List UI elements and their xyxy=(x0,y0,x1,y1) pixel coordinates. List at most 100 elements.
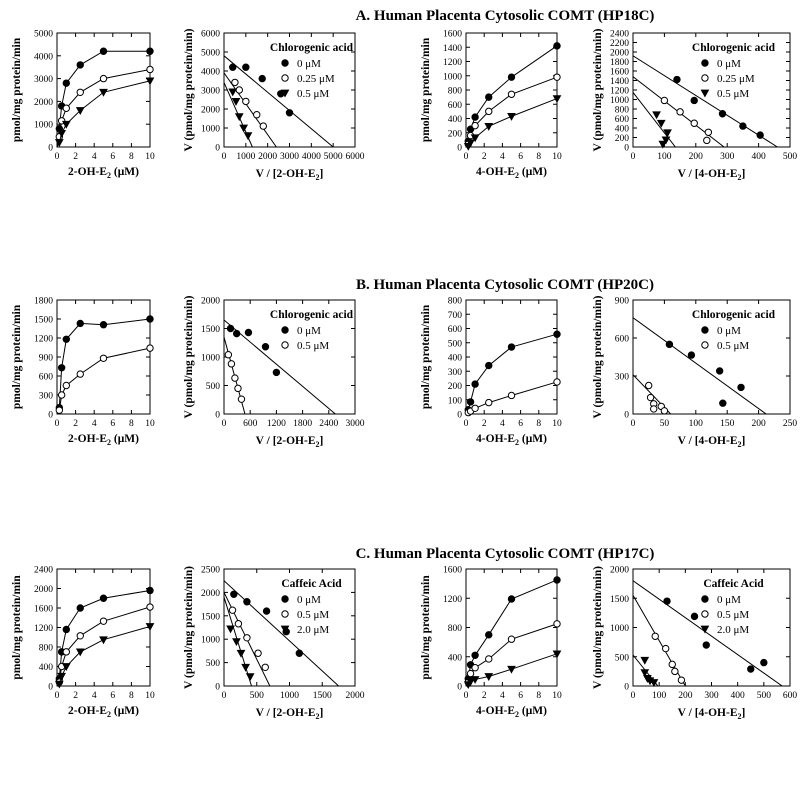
data-point xyxy=(232,329,241,338)
data-point xyxy=(485,655,493,663)
y-tick-label: 1500 xyxy=(201,325,220,335)
y-tick-label: 900 xyxy=(615,297,630,307)
data-point xyxy=(75,648,85,657)
data-point xyxy=(99,354,108,362)
legend-label: 0.5 μM xyxy=(297,88,329,100)
data-point xyxy=(640,656,650,665)
y-tick-label: 3000 xyxy=(201,87,220,97)
data-point xyxy=(146,344,154,352)
data-point xyxy=(145,77,155,86)
data-point xyxy=(224,351,233,359)
x-tick-label: 2 xyxy=(482,419,487,429)
data-point xyxy=(76,61,84,69)
chart-A3: 0 2 4 6 8 10 0 200 400 600 800 1000 1200 1400 1600 4-OH… xyxy=(420,30,562,181)
legend-title: Chlorogenic acid xyxy=(692,309,776,321)
data-point xyxy=(61,120,71,129)
y-tick-label: 0 xyxy=(624,144,629,154)
legend-label: 0 μM xyxy=(297,325,321,337)
legend-marker xyxy=(701,595,709,603)
x-tick-label: 200 xyxy=(689,152,704,162)
fit-line xyxy=(633,317,767,414)
y-tick-label: 1200 xyxy=(443,58,462,68)
x-tick-label: 6 xyxy=(110,419,115,429)
data-point xyxy=(75,107,85,116)
y-tick-label: 800 xyxy=(448,297,463,307)
data-point xyxy=(553,620,561,628)
legend-label: 0.5 μM xyxy=(297,609,329,621)
y-tick-label: 400 xyxy=(448,354,463,364)
legend-label: 0.25 μM xyxy=(297,73,335,85)
legend-label: 0 μM xyxy=(717,594,741,606)
data-point xyxy=(76,604,84,612)
y-axis-label: V (pmol/mg protein/min) xyxy=(592,295,604,418)
fit-line xyxy=(633,580,783,686)
legend-label: 0 μM xyxy=(717,58,741,70)
data-point xyxy=(660,96,669,105)
y-tick-label: 1200 xyxy=(610,87,629,97)
legend-marker xyxy=(701,326,709,334)
x-tick-label: 0 xyxy=(631,419,636,429)
x-tick-label: 6 xyxy=(110,152,115,162)
y-tick-label: 3000 xyxy=(34,75,53,85)
y-tick-label: 700 xyxy=(448,311,463,321)
legend-label: 0.25 μM xyxy=(717,73,755,85)
y-tick-label: 2000 xyxy=(34,98,53,108)
x-tick-label: 4000 xyxy=(302,152,321,162)
x-tick-label: 4 xyxy=(92,152,97,162)
y-tick-label: 800 xyxy=(615,106,630,116)
y-tick-label: 1000 xyxy=(443,72,462,82)
data-point xyxy=(671,667,679,676)
data-point xyxy=(57,129,67,138)
chart-C3: 0 2 4 6 8 10 0 400 800 1200 1600 4-OH-E2 (μM) pmol/m… xyxy=(420,566,562,720)
legend-marker xyxy=(280,89,290,98)
y-tick-label: 1000 xyxy=(201,354,220,364)
data-point xyxy=(485,631,493,639)
y-tick-label: 900 xyxy=(39,354,54,364)
data-point xyxy=(507,343,516,351)
y-tick-label: 0 xyxy=(48,411,53,421)
data-point xyxy=(646,393,655,402)
legend-title: Chlorogenic acid xyxy=(270,42,354,54)
data-point xyxy=(62,648,71,656)
data-point xyxy=(715,367,724,375)
y-tick-label: 100 xyxy=(448,396,463,406)
data-point xyxy=(552,95,562,104)
data-point xyxy=(234,620,243,628)
data-point xyxy=(234,384,242,393)
x-axis-label: V / [4-OH-E2] xyxy=(678,435,746,449)
x-axis-label: 2-OH-E2 (μM) xyxy=(68,166,139,180)
y-tick-label: 0 xyxy=(215,411,220,421)
data-point xyxy=(61,663,71,672)
legend-marker xyxy=(281,341,289,349)
data-point xyxy=(231,78,239,87)
data-point xyxy=(99,47,108,55)
y-tick-label: 2000 xyxy=(201,297,220,307)
legend-marker xyxy=(281,74,289,82)
x-tick-label: 5000 xyxy=(324,152,343,162)
x-tick-label: 6 xyxy=(518,419,523,429)
data-point xyxy=(470,676,480,684)
data-point xyxy=(466,139,475,148)
x-tick-label: 8 xyxy=(536,419,541,429)
data-point xyxy=(507,90,516,98)
chart-A4: 0 100 200 300 400 500020040060080010001200140… xyxy=(592,28,797,182)
y-tick-label: 2000 xyxy=(34,585,53,595)
x-axis-label: 4-OH-E2 (μM) xyxy=(476,433,547,447)
data-point xyxy=(229,63,237,71)
x-tick-label: 10 xyxy=(552,691,562,701)
y-tick-label: 1600 xyxy=(443,30,462,40)
data-point xyxy=(485,93,493,101)
data-point xyxy=(146,603,154,611)
x-tick-label: 2 xyxy=(482,152,487,162)
data-point xyxy=(507,595,516,603)
y-tick-label: 2400 xyxy=(34,566,53,576)
data-point xyxy=(258,74,266,83)
data-point xyxy=(145,623,155,632)
x-tick-label: 0 xyxy=(464,691,469,701)
y-tick-label: 500 xyxy=(206,659,221,669)
x-tick-label: 4 xyxy=(500,152,505,162)
data-point xyxy=(471,113,479,121)
y-tick-label: 4000 xyxy=(201,68,220,78)
legend-label: 0 μM xyxy=(297,594,321,606)
